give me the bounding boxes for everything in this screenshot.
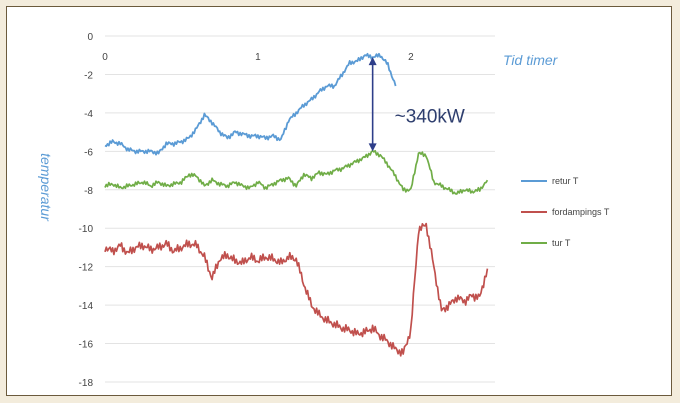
arrow-head-top — [368, 57, 377, 66]
legend-label: tur T — [552, 238, 571, 248]
y-tick-label: -8 — [84, 186, 93, 197]
chart-frame: 0 -2 -4 -6 -8 -10 -12 -14 -16 -18 0 1 2 ~340kW temp… — [6, 6, 672, 396]
series-line-fordampings-t — [104, 222, 489, 357]
legend-label: retur T — [552, 176, 579, 186]
x-axis-ticks: 0 1 2 — [102, 52, 414, 63]
series-line-retur-t — [104, 52, 397, 156]
arrow-head-bottom — [368, 143, 377, 152]
line-chart: 0 -2 -4 -6 -8 -10 -12 -14 -16 -18 0 1 2 ~340kW temp… — [38, 32, 610, 389]
y-tick-label: -4 — [84, 109, 93, 120]
x-tick-label: 1 — [255, 52, 261, 63]
annotation-text: ~340kW — [395, 107, 465, 128]
y-tick-label: -14 — [79, 301, 94, 312]
series-lines — [104, 52, 489, 357]
x-tick-label: 0 — [102, 52, 108, 63]
y-tick-label: -6 — [84, 147, 93, 158]
y-tick-label: -16 — [79, 340, 94, 351]
x-tick-label: 2 — [408, 52, 414, 63]
y-axis-label: temperatur — [38, 153, 54, 222]
y-tick-label: -2 — [84, 70, 93, 81]
grid — [105, 35, 495, 383]
series-line-tur-t — [104, 149, 489, 195]
legend-label: fordampings T — [552, 207, 610, 217]
y-tick-label: -10 — [79, 224, 94, 235]
y-tick-label: 0 — [87, 32, 93, 43]
y-tick-label: -18 — [79, 378, 94, 389]
x-axis-label: Tid timer — [503, 52, 559, 68]
y-tick-label: -12 — [79, 263, 94, 274]
annotation: ~340kW — [368, 57, 465, 152]
legend: retur T fordampings T tur T — [521, 176, 610, 248]
y-axis-ticks: 0 -2 -4 -6 -8 -10 -12 -14 -16 -18 — [79, 32, 94, 389]
